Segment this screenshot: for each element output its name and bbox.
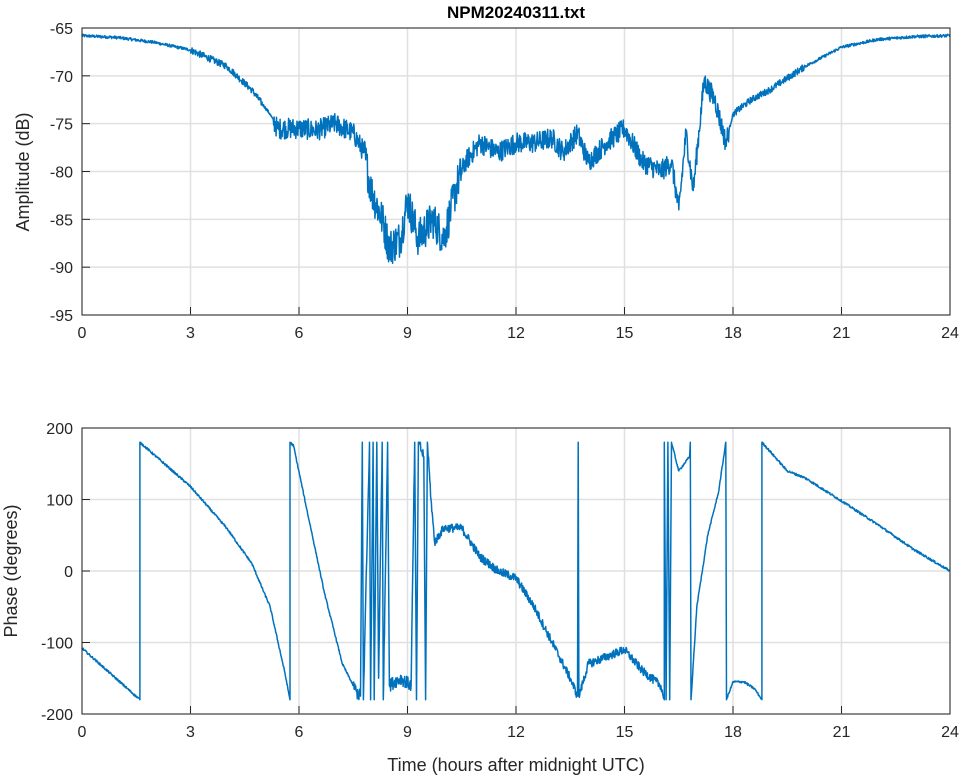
y-tick-label: -75: [50, 117, 73, 134]
y-tick-label: -90: [50, 260, 73, 277]
x-tick-label: 0: [78, 325, 87, 342]
x-tick-label: 0: [78, 724, 87, 741]
y-tick-label: 0: [64, 564, 73, 581]
x-tick-label: 9: [403, 325, 412, 342]
y-tick-label: 200: [46, 421, 73, 438]
x-tick-label: 18: [724, 724, 742, 741]
amplitude-line: [81, 33, 951, 265]
x-tick-label: 6: [295, 724, 304, 741]
x-tick-label: 3: [186, 724, 195, 741]
axes-box: [81, 427, 951, 715]
x-tick-label: 21: [833, 724, 851, 741]
x-tick-label: 9: [403, 724, 412, 741]
x-tick-label: 21: [833, 325, 851, 342]
y-tick-label: -85: [50, 212, 73, 229]
x-tick-label: 24: [941, 325, 959, 342]
x-tick-label: 15: [616, 724, 634, 741]
x-tick-label: 6: [295, 325, 304, 342]
x-tick-label: 3: [186, 325, 195, 342]
x-tick-label: 12: [507, 325, 525, 342]
chart-title: NPM20240311.txt: [447, 3, 585, 22]
amplitude-y-label: Amplitude (dB): [13, 112, 33, 231]
x-tick-label: 12: [507, 724, 525, 741]
y-tick-label: -70: [50, 69, 73, 86]
phase-y-label: Phase (degrees): [1, 504, 21, 637]
y-tick-label: -65: [50, 21, 73, 38]
x-axis-label: Time (hours after midnight UTC): [387, 755, 644, 775]
y-tick-label: 100: [46, 493, 73, 510]
x-tick-label: 15: [616, 325, 634, 342]
phase-axes: 0 3 6 9 12 15 18 21 24 200 100 0 -100 -200: [41, 421, 959, 741]
phase-line: [81, 441, 951, 701]
axes-box: [81, 27, 951, 316]
y-tick-label: -100: [41, 636, 73, 653]
amplitude-axes: 0 3 6 9 12 15 18 21 24 -65 -70 -75 -80 -85 -90 -95: [50, 21, 959, 342]
y-tick-label: -95: [50, 308, 73, 325]
x-tick-label: 18: [724, 325, 742, 342]
x-tick-label: 24: [941, 724, 959, 741]
y-tick-label: -200: [41, 707, 73, 724]
y-tick-label: -80: [50, 165, 73, 182]
